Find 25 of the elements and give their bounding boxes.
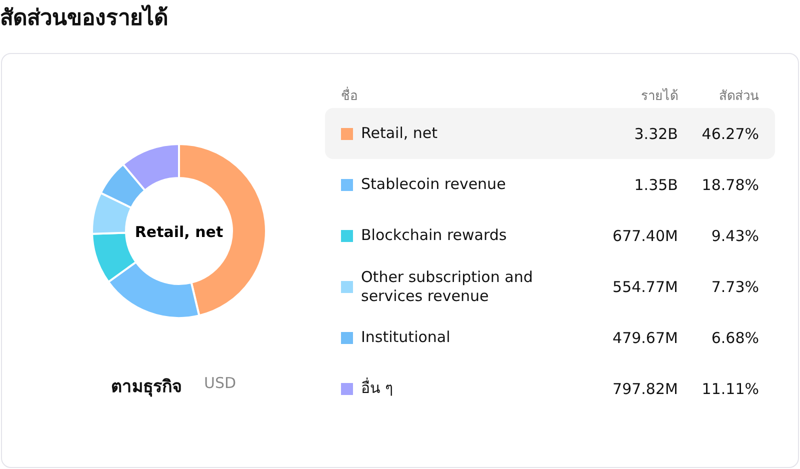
- text: 554.77M: [612, 278, 678, 296]
- legend-label: Retail, net: [361, 124, 439, 144]
- text: 677.40M: [612, 226, 678, 244]
- legend-title: ชื่อ: [340, 86, 359, 106]
- text: รายได้: [640, 87, 679, 106]
- data-label: 46.27%: [700, 124, 760, 144]
- text: Retail, net: [134, 223, 224, 241]
- text: 3.32B: [634, 124, 678, 142]
- text: สัดส่วน: [718, 88, 760, 106]
- data-label: 9.43%: [710, 226, 760, 246]
- chart-title: สัดส่วนของรายได้: [0, 4, 168, 33]
- legend-label: อื่น ๆ: [361, 379, 394, 398]
- text: 797.82M: [612, 380, 678, 398]
- text: ตามธุรกิจ: [111, 376, 182, 399]
- legend-label: Institutional: [361, 328, 452, 348]
- data-label: 6.68%: [710, 328, 760, 348]
- data-label: 18.78%: [700, 174, 760, 196]
- legend-label: Other subscription and services revenue: [361, 268, 534, 306]
- data-label: 7.73%: [710, 276, 760, 298]
- data-label: 11.11%: [700, 378, 760, 400]
- legend-label: Stablecoin revenue: [361, 175, 507, 194]
- text: USD: [204, 374, 236, 392]
- legend-label: Blockchain rewards: [361, 226, 508, 246]
- text: 1.35B: [634, 176, 678, 194]
- text: 479.67M: [612, 328, 678, 346]
